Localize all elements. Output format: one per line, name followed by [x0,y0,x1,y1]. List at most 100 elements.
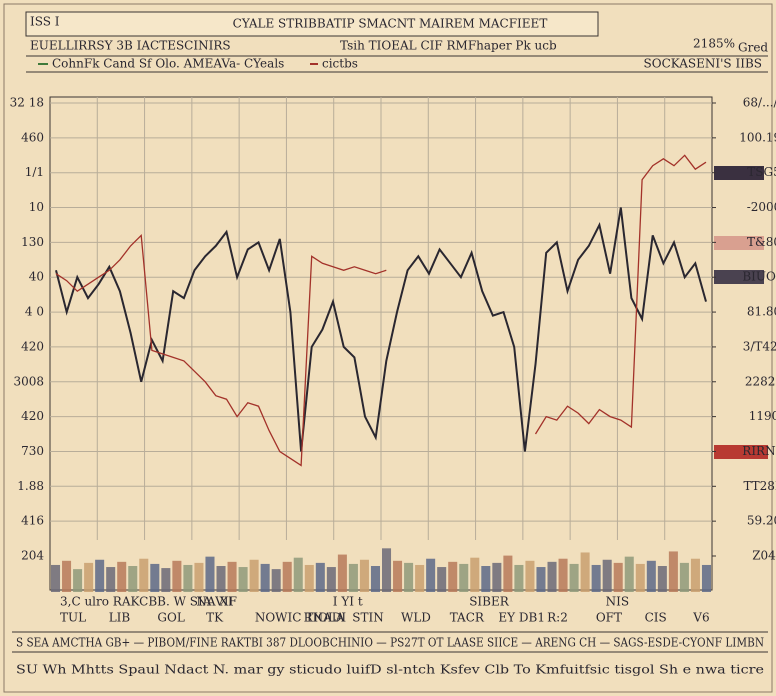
volume-bar [525,560,535,592]
y-tick-label: 4 0 [25,305,44,319]
x-tick-label: GOL [157,611,184,625]
y-tick-label: 1.88 [17,479,44,493]
volume-bar [514,564,524,592]
header-box [25,11,599,37]
volume-bar [404,562,414,592]
volume-bar [558,558,568,592]
volume-bar [646,560,656,592]
volume-bar [668,551,678,592]
y-tick-label: 32 18 [10,96,44,110]
volume-bar [304,564,314,592]
volume-bar [183,564,193,592]
volume-bar [690,558,700,592]
y-tick-label: 130 [21,235,44,249]
x-tick-label: STIN [352,611,383,625]
y2-tick-label: Z04 [752,549,776,563]
x-tick-label: TUL [60,611,86,625]
volume-bar [150,563,160,592]
y2-tick-label: 68/.../0 [743,96,776,110]
y-tick-label: 460 [21,130,44,144]
volume-bar [382,548,392,592]
big-value-unit: Gred [738,41,768,55]
volume-bar [657,566,667,592]
y2-tick-label: TSG5 [747,165,776,179]
volume-bar [293,557,303,592]
y2-tick-label: 100.198 [739,130,776,144]
y2-tick-label: RIRNU [742,444,776,458]
y-tick-label: 420 [21,409,44,423]
volume-bar [139,558,149,592]
volume-bar [437,567,447,592]
x-tick-label: NOWIC TIOLA [255,611,345,625]
volume-bar [470,557,480,592]
volume-bar [370,566,380,592]
volume-bar [536,567,546,592]
volume-bar [481,566,491,592]
volume-bar [205,556,215,592]
volume-bar [580,552,590,592]
volume-bar [613,562,623,592]
volume-bar [260,563,270,592]
subtitle: EUELLIRRSY 3B IACTESCINIRS [30,39,231,53]
y-tick-label: 1/1 [25,165,44,179]
legend-label: CohnFk Cand Sf Olo. AMEAVa- CYeals [52,57,284,71]
corner-label: ISS I [30,15,60,29]
y2-tick-label: TT28D [743,479,776,493]
volume-bar [238,567,248,592]
y2-tick-label: 22820 [745,374,776,388]
price-box [714,445,768,459]
y-tick-label: 204 [21,549,44,563]
x-tick-label: TK [206,611,224,625]
footer-text: SU Wh Mhtts Spaul Ndact N. mar gy sticud… [16,663,764,677]
volume-bar [282,561,292,592]
volume-bar [84,562,94,592]
volume-bar [492,562,502,592]
price-box [714,236,764,250]
x-tick-label: OFT [596,611,622,625]
volume-bar [128,566,138,592]
y2-tick-label: 81.80 [747,305,776,319]
y2-tick-label: 59.20 [747,514,776,528]
volume-bar [337,554,347,592]
volume-bar [161,568,171,592]
x-tick-label: NIS [606,595,629,609]
volume-bar [227,561,237,592]
volume-bar [348,563,358,592]
volume-bar [602,559,612,592]
chart-title: CYALE STRIBBATIP SMACNT MAIREM MACFIEET [233,17,548,31]
volume-bar [51,564,61,592]
y2-tick-label: -2000 [747,200,776,214]
volume-bar [216,566,226,592]
volume-bar [591,564,601,592]
x-tick-label: SIBER [469,595,510,609]
volume-bar [701,564,711,592]
volume-bar [448,561,458,592]
x-tick-label: TACR [450,611,485,625]
volume-bar [73,569,83,592]
volume-bar [393,560,403,592]
x-tick-label: NA XI [196,595,233,609]
series-line [55,207,707,452]
legend-label: SOCKASENI'S IIBS [644,57,762,71]
series-line [55,154,707,467]
volume-bar [359,559,369,592]
y-tick-label: 40 [29,270,44,284]
volume-bar [315,562,325,592]
y-tick-label: 420 [21,339,44,353]
frame [3,3,773,693]
x-tick-label: I YI t [333,595,363,609]
y2-tick-label: BIUOO [742,270,776,284]
volume-bar [503,555,513,592]
x-tick-label: WLD [401,611,431,625]
legend-label: cictbs [322,57,358,71]
volume-bar [459,563,469,592]
volume-bar [194,562,204,592]
volume-bar [624,556,634,592]
volume-bar [635,563,645,592]
volume-bar [95,559,105,592]
volume-bar [415,564,425,592]
volume-bar [106,567,116,592]
x-tick-label: 3,C ulro RAKCBB. W SIA VIF [60,595,237,609]
price-box [714,270,764,284]
